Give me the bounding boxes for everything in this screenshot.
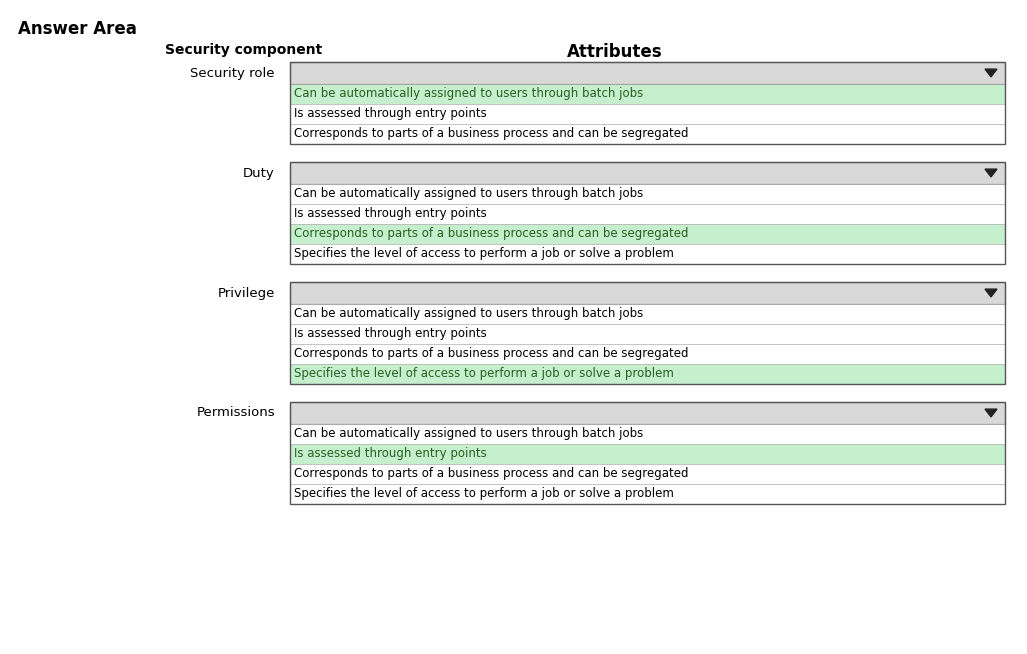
Bar	[290, 62, 1005, 144]
Bar	[290, 62, 1005, 84]
Text: Corresponds to parts of a business process and can be segregated: Corresponds to parts of a business proce…	[294, 228, 688, 241]
Bar	[290, 444, 1005, 464]
Text: Can be automatically assigned to users through batch jobs: Can be automatically assigned to users t…	[294, 188, 643, 201]
Bar	[290, 124, 1005, 144]
Bar	[290, 104, 1005, 124]
Polygon shape	[985, 289, 997, 297]
Bar	[290, 484, 1005, 504]
Bar	[290, 364, 1005, 384]
Text: Corresponds to parts of a business process and can be segregated: Corresponds to parts of a business proce…	[294, 128, 688, 141]
Text: Is assessed through entry points: Is assessed through entry points	[294, 447, 487, 460]
Text: Duty: Duty	[243, 167, 275, 179]
Bar	[290, 204, 1005, 224]
Bar	[290, 224, 1005, 244]
Bar	[290, 162, 1005, 264]
Bar	[290, 304, 1005, 324]
Text: Specifies the level of access to perform a job or solve a problem: Specifies the level of access to perform…	[294, 487, 674, 500]
Text: Is assessed through entry points: Is assessed through entry points	[294, 207, 487, 220]
Bar	[290, 464, 1005, 484]
Text: Security role: Security role	[190, 67, 275, 80]
Text: Can be automatically assigned to users through batch jobs: Can be automatically assigned to users t…	[294, 88, 643, 101]
Polygon shape	[985, 409, 997, 417]
Text: Corresponds to parts of a business process and can be segregated: Corresponds to parts of a business proce…	[294, 468, 688, 481]
Text: Corresponds to parts of a business process and can be segregated: Corresponds to parts of a business proce…	[294, 347, 688, 360]
Bar	[290, 282, 1005, 384]
Bar	[290, 424, 1005, 444]
Text: Can be automatically assigned to users through batch jobs: Can be automatically assigned to users t…	[294, 428, 643, 441]
Text: Attributes: Attributes	[567, 43, 662, 61]
Text: Specifies the level of access to perform a job or solve a problem: Specifies the level of access to perform…	[294, 247, 674, 260]
Text: Specifies the level of access to perform a job or solve a problem: Specifies the level of access to perform…	[294, 368, 674, 381]
Bar	[290, 344, 1005, 364]
Text: Is assessed through entry points: Is assessed through entry points	[294, 107, 487, 120]
Bar	[290, 402, 1005, 424]
Text: Privilege: Privilege	[218, 286, 275, 300]
Bar	[290, 244, 1005, 264]
Bar	[290, 184, 1005, 204]
Bar	[290, 402, 1005, 504]
Polygon shape	[985, 169, 997, 177]
Text: Answer Area: Answer Area	[18, 20, 137, 38]
Text: Is assessed through entry points: Is assessed through entry points	[294, 328, 487, 341]
Bar	[290, 84, 1005, 104]
Bar	[290, 324, 1005, 344]
Text: Permissions: Permissions	[196, 407, 275, 419]
Bar	[290, 162, 1005, 184]
Text: Can be automatically assigned to users through batch jobs: Can be automatically assigned to users t…	[294, 307, 643, 320]
Polygon shape	[985, 69, 997, 77]
Text: Security component: Security component	[165, 43, 322, 57]
Bar	[290, 282, 1005, 304]
